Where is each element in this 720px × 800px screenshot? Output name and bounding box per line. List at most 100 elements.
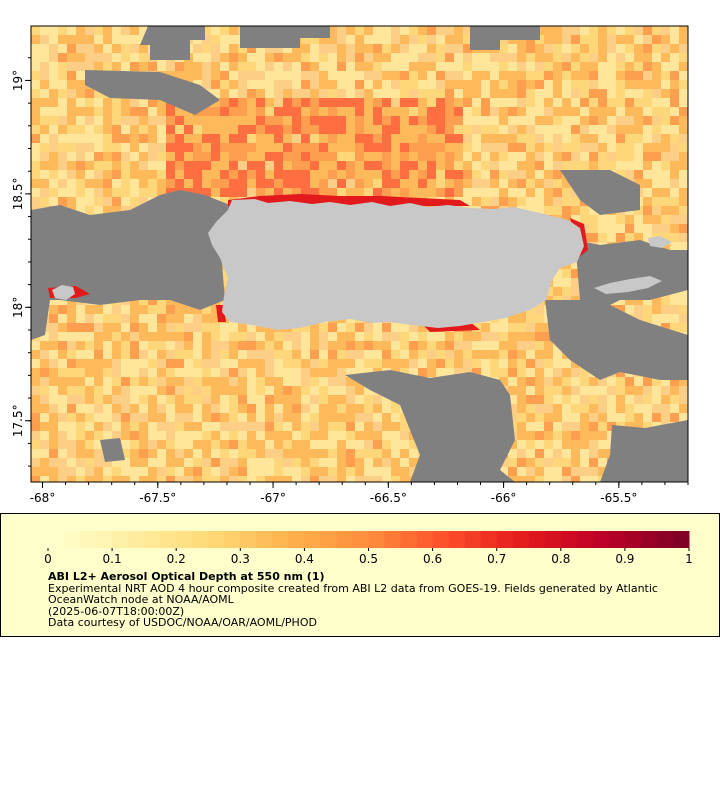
aod-pixel — [481, 116, 490, 125]
aod-pixel — [292, 179, 301, 188]
aod-pixel — [292, 440, 301, 449]
aod-pixel — [427, 44, 436, 53]
aod-pixel — [292, 125, 301, 134]
aod-pixel — [139, 107, 148, 116]
aod-pixel — [373, 404, 382, 413]
aod-pixel — [562, 395, 571, 404]
aod-pixel — [517, 422, 526, 431]
aod-pixel — [238, 143, 247, 152]
aod-pixel — [40, 404, 49, 413]
aod-pixel — [364, 449, 373, 458]
aod-pixel — [85, 377, 94, 386]
aod-pixel — [580, 80, 589, 89]
aod-pixel — [364, 350, 373, 359]
aod-pixel — [103, 152, 112, 161]
aod-pixel — [508, 341, 517, 350]
colorbar-cell — [336, 531, 353, 548]
aod-pixel — [661, 89, 670, 98]
aod-pixel — [418, 323, 427, 332]
aod-pixel — [481, 197, 490, 206]
aod-pixel — [211, 188, 220, 197]
aod-pixel — [670, 242, 679, 251]
aod-pixel — [49, 377, 58, 386]
aod-pixel — [562, 143, 571, 152]
aod-pixel — [31, 71, 40, 80]
aod-pixel — [40, 179, 49, 188]
aod-pixel — [589, 224, 598, 233]
x-tick-label: -65.5° — [600, 491, 637, 505]
aod-pixel — [148, 368, 157, 377]
aod-pixel — [157, 440, 166, 449]
aod-pixel — [409, 161, 418, 170]
aod-pixel — [85, 206, 94, 215]
aod-pixel — [139, 323, 148, 332]
aod-pixel — [292, 107, 301, 116]
aod-pixel — [679, 116, 688, 125]
aod-pixel — [616, 386, 625, 395]
aod-pixel — [634, 179, 643, 188]
aod-pixel — [373, 89, 382, 98]
aod-pixel — [553, 377, 562, 386]
aod-pixel — [139, 305, 148, 314]
aod-pixel — [661, 377, 670, 386]
aod-pixel — [247, 323, 256, 332]
aod-pixel — [679, 404, 688, 413]
aod-pixel — [130, 422, 139, 431]
aod-pixel — [625, 71, 634, 80]
aod-pixel — [346, 125, 355, 134]
aod-pixel — [238, 458, 247, 467]
aod-pixel — [229, 62, 238, 71]
aod-pixel — [508, 116, 517, 125]
aod-pixel — [670, 413, 679, 422]
aod-pixel — [49, 89, 58, 98]
aod-pixel — [391, 116, 400, 125]
aod-pixel — [553, 395, 562, 404]
aod-pixel — [625, 386, 634, 395]
aod-pixel — [661, 53, 670, 62]
aod-pixel — [616, 62, 625, 71]
aod-pixel — [40, 386, 49, 395]
aod-pixel — [193, 350, 202, 359]
aod-pixel — [517, 188, 526, 197]
aod-pixel — [319, 404, 328, 413]
aod-pixel — [616, 107, 625, 116]
aod-pixel — [148, 134, 157, 143]
aod-pixel — [643, 152, 652, 161]
aod-pixel — [175, 377, 184, 386]
aod-pixel — [265, 107, 274, 116]
aod-pixel — [535, 422, 544, 431]
aod-pixel — [121, 161, 130, 170]
aod-pixel — [76, 305, 85, 314]
aod-pixel — [139, 377, 148, 386]
aod-pixel — [508, 71, 517, 80]
aod-pixel — [562, 404, 571, 413]
aod-pixel — [526, 179, 535, 188]
aod-pixel — [211, 431, 220, 440]
aod-pixel — [220, 359, 229, 368]
aod-pixel — [283, 350, 292, 359]
aod-pixel — [211, 449, 220, 458]
aod-pixel — [67, 350, 76, 359]
aod-pixel — [454, 152, 463, 161]
aod-pixel — [121, 422, 130, 431]
aod-pixel — [319, 116, 328, 125]
aod-pixel — [418, 161, 427, 170]
aod-pixel — [256, 134, 265, 143]
aod-pixel — [184, 449, 193, 458]
aod-pixel — [643, 296, 652, 305]
aod-pixel — [634, 422, 643, 431]
aod-pixel — [220, 53, 229, 62]
aod-pixel — [490, 188, 499, 197]
aod-pixel — [373, 413, 382, 422]
colorbar-cell — [368, 531, 386, 548]
aod-pixel — [130, 341, 139, 350]
aod-pixel — [274, 440, 283, 449]
aod-pixel — [337, 431, 346, 440]
aod-pixel — [679, 377, 688, 386]
aod-pixel — [337, 71, 346, 80]
aod-pixel — [346, 404, 355, 413]
aod-pixel — [490, 89, 499, 98]
aod-pixel — [31, 107, 40, 116]
aod-pixel — [184, 152, 193, 161]
aod-pixel — [220, 188, 229, 197]
